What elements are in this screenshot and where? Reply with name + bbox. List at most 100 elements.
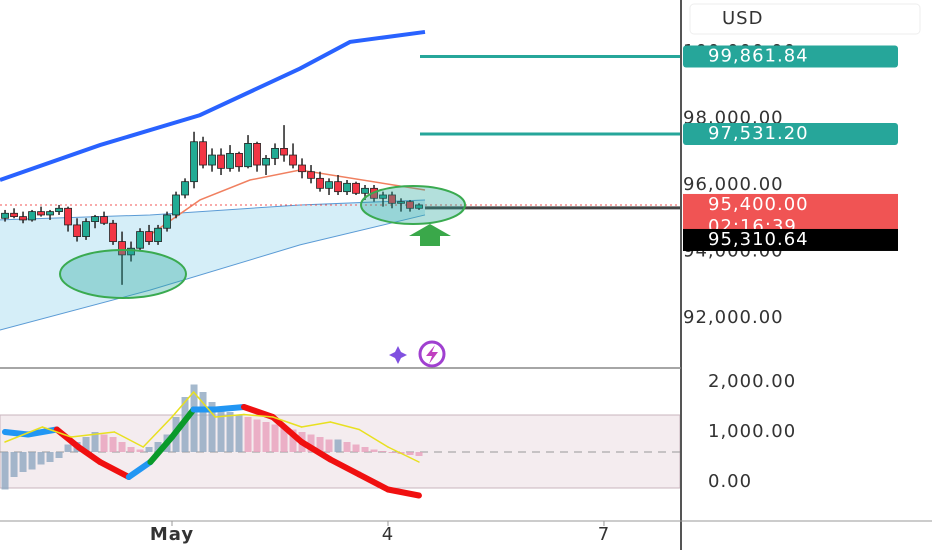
y-tick-label: 2,000.00: [708, 371, 796, 392]
histogram-bar: [91, 432, 99, 452]
logo-bolt: [426, 345, 438, 364]
oscillator-line: [329, 421, 360, 431]
histogram-bar: [10, 452, 18, 477]
candle-body: [388, 194, 396, 204]
candle-body: [343, 182, 351, 193]
histogram-bar: [361, 447, 369, 452]
oscillator-line: [212, 404, 247, 413]
logo: [389, 340, 446, 368]
candle-body: [46, 211, 54, 216]
histogram-bar: [199, 392, 207, 452]
candle-body: [352, 182, 360, 194]
histogram-bar: [46, 452, 54, 462]
candle-body: [100, 216, 108, 224]
overlay-line: [0, 29, 426, 182]
histogram-bar: [55, 452, 63, 458]
histogram-bar: [244, 417, 252, 452]
currency-box[interactable]: [689, 3, 921, 35]
histogram-bar: [217, 407, 225, 452]
channel-line: [0, 214, 426, 331]
oscillator-line: [356, 471, 391, 493]
oscillator-line: [70, 431, 116, 438]
candle-body: [262, 157, 270, 166]
oscillator-line: [4, 426, 44, 443]
histogram-bar: [307, 434, 315, 452]
histogram-bar: [154, 442, 162, 452]
histogram-bar: [208, 402, 216, 452]
oscillator-line: [214, 413, 245, 418]
histogram-bar: [118, 442, 126, 452]
candle-body: [181, 181, 189, 196]
candle-body: [1, 212, 9, 219]
oscillator-line: [75, 444, 104, 465]
candle-body: [37, 211, 45, 216]
candle-body: [64, 207, 72, 226]
highlight-circle: [59, 249, 187, 299]
histogram-bar: [262, 422, 270, 452]
candle-body: [109, 222, 117, 242]
oscillator-line: [147, 434, 175, 465]
oscillator-line: [240, 404, 276, 420]
candle-body: [271, 147, 279, 159]
candle-body: [289, 154, 297, 166]
histogram-bar: [343, 442, 351, 452]
candle-body: [334, 181, 342, 193]
last-price-label: 95,400.00: [708, 194, 809, 215]
candle-body: [154, 227, 162, 242]
histogram-bar: [145, 447, 153, 452]
highlight-circle: [360, 185, 466, 225]
candle-body: [19, 216, 27, 221]
candle-body: [127, 247, 135, 256]
oscillator-line: [171, 391, 195, 418]
histogram-bar: [28, 452, 36, 470]
candle-body: [316, 177, 324, 189]
level-label: 99,861.84: [708, 46, 809, 67]
histogram-bar: [64, 444, 72, 452]
oscillator-line: [358, 428, 389, 448]
candle-body: [217, 154, 225, 169]
histogram-bar: [37, 452, 45, 465]
oscillator-line: [97, 459, 132, 480]
oscillator-line: [327, 456, 363, 478]
up-arrow: [409, 224, 451, 246]
oscillator-line: [192, 391, 216, 418]
histogram-bar: [136, 449, 144, 452]
level-tag: [683, 45, 898, 68]
logo-ring: [418, 340, 446, 368]
y-tick-label: 0.00: [708, 471, 752, 492]
candle-body: [280, 147, 288, 156]
histogram-bar: [316, 437, 324, 452]
candle-body: [244, 143, 252, 168]
histogram-bar: [100, 434, 108, 452]
channel-line: [0, 199, 426, 221]
candle-body: [118, 241, 126, 256]
logo-sparkle: [389, 346, 407, 364]
overlay-line: [149, 169, 426, 236]
candle-body: [190, 141, 198, 183]
x-tick-label: May: [150, 524, 194, 545]
histogram-bar: [253, 419, 261, 452]
level-label: 97,531.20: [708, 123, 809, 144]
histogram-bar: [1, 452, 9, 490]
candle-body: [163, 214, 171, 229]
histogram-bar: [280, 427, 288, 452]
histogram-bar: [379, 451, 387, 452]
candle-body: [325, 181, 333, 189]
oscillator-line: [272, 416, 303, 428]
candle-body: [298, 164, 306, 173]
x-tick-label: 4: [382, 524, 394, 545]
candle-body: [208, 154, 216, 166]
histogram-bar: [388, 452, 396, 453]
histogram-bar: [289, 429, 297, 452]
candle-body: [226, 152, 234, 169]
histogram-bar: [109, 437, 117, 452]
candle-body: [235, 152, 243, 168]
candle-body: [91, 216, 99, 222]
oscillator-line: [387, 446, 420, 463]
candle-body: [28, 211, 36, 221]
histogram-bar: [334, 439, 342, 452]
histogram-bar: [190, 384, 198, 452]
y-tick-label: 1,000.00: [708, 421, 796, 442]
candle-body: [145, 231, 153, 242]
histogram-bar: [406, 452, 414, 455]
